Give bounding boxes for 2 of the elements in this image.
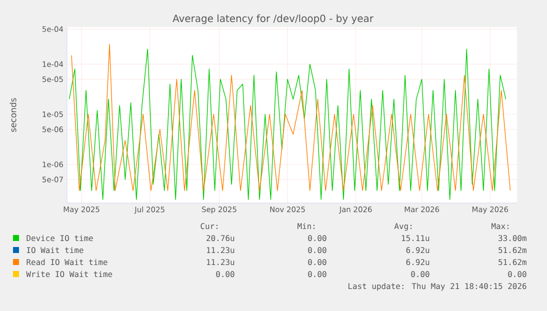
y-axis-title: seconds — [10, 98, 16, 132]
chart-title: Average latency for /dev/loop0 - by year — [172, 14, 374, 24]
